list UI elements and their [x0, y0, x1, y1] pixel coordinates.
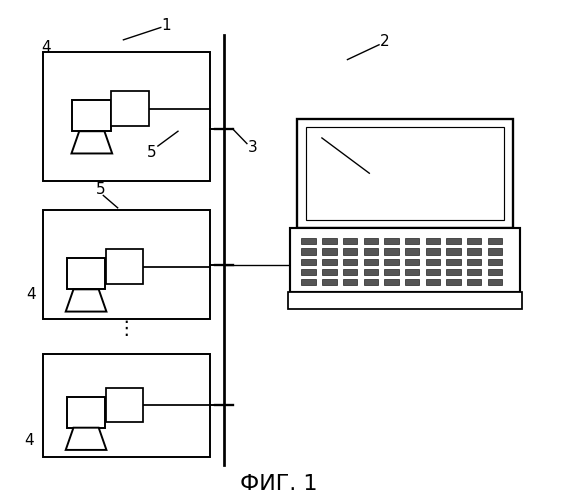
Text: 4: 4: [41, 40, 50, 54]
Bar: [106, 388, 143, 422]
Bar: [384, 238, 398, 244]
Bar: [467, 248, 481, 254]
Bar: [426, 238, 440, 244]
Bar: [405, 258, 419, 265]
Bar: [446, 279, 461, 285]
Text: 5: 5: [96, 182, 105, 197]
Bar: [488, 248, 502, 254]
Bar: [106, 250, 143, 284]
Bar: [364, 248, 378, 254]
Text: 4: 4: [27, 287, 37, 302]
Polygon shape: [71, 131, 112, 154]
Bar: [322, 269, 336, 275]
Bar: [384, 279, 398, 285]
Bar: [488, 238, 502, 244]
Polygon shape: [66, 428, 106, 450]
Bar: [322, 258, 336, 265]
Bar: [322, 248, 336, 254]
Text: 3: 3: [248, 140, 258, 155]
Text: 2: 2: [380, 34, 390, 49]
Bar: [290, 228, 520, 292]
Bar: [488, 269, 502, 275]
Bar: [343, 248, 357, 254]
Bar: [426, 269, 440, 275]
Bar: [426, 248, 440, 254]
Bar: [302, 279, 316, 285]
Bar: [405, 279, 419, 285]
Bar: [446, 269, 461, 275]
Bar: [343, 238, 357, 244]
Bar: [306, 127, 503, 220]
Bar: [343, 279, 357, 285]
Bar: [405, 269, 419, 275]
Bar: [446, 258, 461, 265]
Bar: [364, 269, 378, 275]
Bar: [43, 52, 209, 180]
Bar: [67, 396, 106, 428]
Bar: [43, 210, 209, 319]
Bar: [322, 238, 336, 244]
Text: 4: 4: [24, 432, 34, 448]
Text: ФИГ. 1: ФИГ. 1: [240, 474, 317, 494]
Bar: [384, 269, 398, 275]
Bar: [426, 279, 440, 285]
Bar: [302, 238, 316, 244]
Bar: [488, 279, 502, 285]
Bar: [302, 269, 316, 275]
Bar: [467, 238, 481, 244]
Polygon shape: [66, 290, 106, 312]
Bar: [426, 258, 440, 265]
Text: 5: 5: [147, 145, 157, 160]
Bar: [405, 248, 419, 254]
Bar: [288, 292, 522, 309]
Bar: [364, 258, 378, 265]
Bar: [343, 269, 357, 275]
Bar: [446, 248, 461, 254]
Bar: [72, 100, 111, 131]
Bar: [297, 119, 513, 228]
Bar: [302, 248, 316, 254]
Bar: [384, 258, 398, 265]
Bar: [488, 258, 502, 265]
Bar: [364, 238, 378, 244]
Bar: [322, 279, 336, 285]
Bar: [364, 279, 378, 285]
Bar: [467, 258, 481, 265]
Bar: [343, 258, 357, 265]
Text: 1: 1: [162, 18, 171, 32]
Text: ⋮: ⋮: [117, 320, 136, 338]
Bar: [446, 238, 461, 244]
Bar: [111, 92, 149, 126]
Bar: [467, 269, 481, 275]
Bar: [302, 258, 316, 265]
Bar: [67, 258, 106, 290]
Bar: [43, 354, 209, 458]
Bar: [405, 238, 419, 244]
Bar: [384, 248, 398, 254]
Bar: [467, 279, 481, 285]
